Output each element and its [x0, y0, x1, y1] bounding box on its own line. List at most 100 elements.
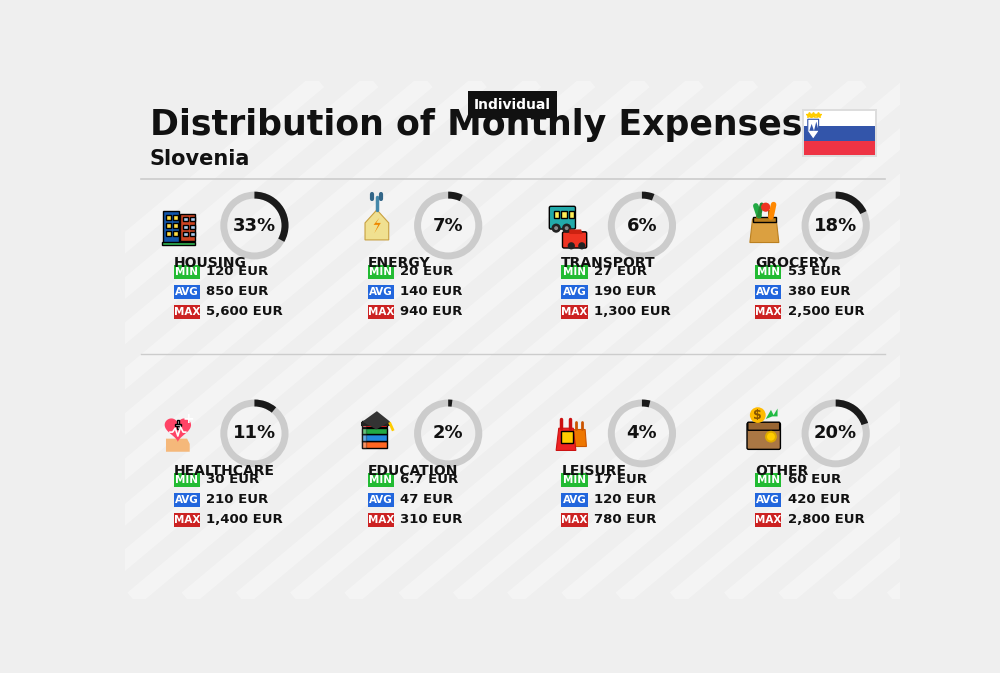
Wedge shape	[448, 400, 452, 406]
Wedge shape	[802, 400, 870, 467]
Text: MAX: MAX	[368, 307, 394, 317]
FancyBboxPatch shape	[562, 232, 587, 248]
FancyBboxPatch shape	[362, 427, 387, 434]
FancyBboxPatch shape	[174, 493, 200, 507]
FancyBboxPatch shape	[755, 264, 781, 279]
Wedge shape	[414, 400, 482, 467]
FancyBboxPatch shape	[183, 217, 188, 221]
Wedge shape	[608, 400, 676, 467]
Text: 310 EUR: 310 EUR	[400, 513, 462, 526]
Text: 380 EUR: 380 EUR	[788, 285, 850, 298]
Text: 53 EUR: 53 EUR	[788, 265, 841, 278]
Polygon shape	[365, 210, 389, 240]
FancyBboxPatch shape	[183, 225, 188, 229]
Wedge shape	[414, 192, 482, 259]
Text: 17 EUR: 17 EUR	[594, 473, 647, 486]
Wedge shape	[448, 192, 463, 201]
Circle shape	[578, 242, 585, 250]
Polygon shape	[768, 210, 772, 219]
FancyBboxPatch shape	[190, 232, 195, 236]
Text: MIN: MIN	[563, 267, 586, 277]
Text: Distribution of Monthly Expenses: Distribution of Monthly Expenses	[150, 108, 802, 143]
Text: GROCERY: GROCERY	[755, 256, 829, 271]
Text: ENERGY: ENERGY	[368, 256, 430, 271]
FancyBboxPatch shape	[561, 211, 567, 217]
Text: MAX: MAX	[561, 307, 588, 317]
FancyBboxPatch shape	[162, 242, 195, 245]
Wedge shape	[254, 400, 276, 413]
Wedge shape	[642, 400, 650, 407]
FancyBboxPatch shape	[183, 232, 188, 236]
FancyBboxPatch shape	[755, 285, 781, 299]
Text: 7%: 7%	[433, 217, 463, 234]
FancyBboxPatch shape	[166, 215, 171, 220]
Polygon shape	[766, 409, 778, 419]
FancyBboxPatch shape	[561, 285, 588, 299]
Text: MIN: MIN	[757, 474, 780, 485]
Circle shape	[765, 431, 777, 443]
FancyBboxPatch shape	[755, 472, 781, 487]
Text: $: $	[753, 409, 762, 421]
FancyBboxPatch shape	[362, 441, 387, 448]
Circle shape	[565, 226, 569, 230]
FancyBboxPatch shape	[362, 427, 366, 434]
Text: 20 EUR: 20 EUR	[400, 265, 453, 278]
Circle shape	[552, 223, 561, 233]
FancyBboxPatch shape	[753, 217, 776, 222]
Polygon shape	[165, 419, 191, 442]
Polygon shape	[361, 422, 390, 425]
FancyBboxPatch shape	[174, 472, 200, 487]
FancyBboxPatch shape	[174, 264, 200, 279]
Text: 5,600 EUR: 5,600 EUR	[206, 306, 283, 318]
Polygon shape	[362, 411, 390, 429]
FancyBboxPatch shape	[163, 211, 179, 244]
Circle shape	[750, 407, 766, 423]
Polygon shape	[808, 119, 819, 139]
Text: LEISURE: LEISURE	[561, 464, 626, 479]
Text: 2%: 2%	[433, 425, 463, 442]
FancyBboxPatch shape	[368, 513, 394, 526]
Polygon shape	[166, 439, 190, 452]
FancyBboxPatch shape	[368, 472, 394, 487]
FancyBboxPatch shape	[804, 141, 875, 155]
Circle shape	[562, 223, 571, 233]
FancyBboxPatch shape	[362, 434, 387, 441]
Text: 1,400 EUR: 1,400 EUR	[206, 513, 283, 526]
Text: AVG: AVG	[563, 287, 586, 297]
Text: 2,800 EUR: 2,800 EUR	[788, 513, 864, 526]
FancyBboxPatch shape	[549, 207, 575, 229]
Text: MAX: MAX	[174, 307, 200, 317]
Circle shape	[767, 433, 775, 441]
FancyBboxPatch shape	[561, 264, 588, 279]
Text: HOUSING: HOUSING	[174, 256, 247, 271]
Text: OTHER: OTHER	[755, 464, 808, 479]
Text: 210 EUR: 210 EUR	[206, 493, 269, 506]
Text: EDUCATION: EDUCATION	[368, 464, 458, 479]
FancyBboxPatch shape	[561, 431, 573, 443]
Text: AVG: AVG	[175, 287, 199, 297]
Wedge shape	[836, 192, 867, 214]
Wedge shape	[608, 192, 676, 259]
Text: 120 EUR: 120 EUR	[206, 265, 269, 278]
FancyBboxPatch shape	[804, 111, 875, 126]
FancyBboxPatch shape	[755, 305, 781, 319]
Text: 30 EUR: 30 EUR	[206, 473, 260, 486]
Text: AVG: AVG	[756, 287, 780, 297]
FancyBboxPatch shape	[368, 493, 394, 507]
Text: 780 EUR: 780 EUR	[594, 513, 656, 526]
Polygon shape	[756, 210, 760, 219]
FancyBboxPatch shape	[802, 109, 877, 157]
Text: MIN: MIN	[757, 267, 780, 277]
Text: AVG: AVG	[756, 495, 780, 505]
FancyBboxPatch shape	[368, 264, 394, 279]
Text: 1,300 EUR: 1,300 EUR	[594, 306, 671, 318]
Text: AVG: AVG	[175, 495, 199, 505]
Text: 6%: 6%	[627, 217, 657, 234]
Text: 60 EUR: 60 EUR	[788, 473, 841, 486]
Text: MAX: MAX	[755, 515, 781, 525]
Wedge shape	[220, 400, 289, 467]
FancyBboxPatch shape	[173, 231, 178, 236]
Circle shape	[554, 226, 558, 230]
Wedge shape	[642, 192, 654, 201]
Polygon shape	[556, 428, 576, 450]
